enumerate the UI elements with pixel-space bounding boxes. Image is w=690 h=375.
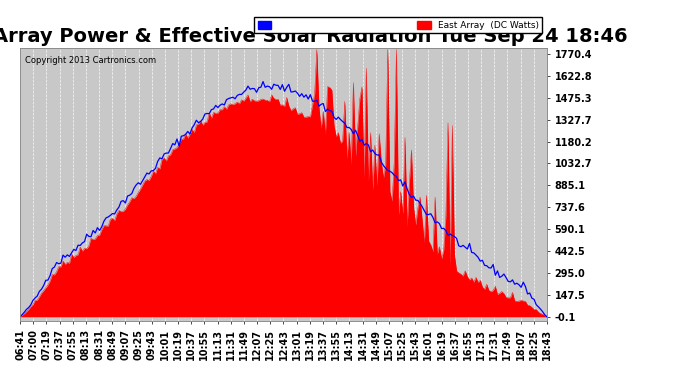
Title: East Array Power & Effective Solar Radiation Tue Sep 24 18:46: East Array Power & Effective Solar Radia… xyxy=(0,27,628,46)
Text: Copyright 2013 Cartronics.com: Copyright 2013 Cartronics.com xyxy=(26,56,157,65)
Legend: Radiation (Effective w/m2), East Array  (DC Watts): Radiation (Effective w/m2), East Array (… xyxy=(254,17,542,33)
